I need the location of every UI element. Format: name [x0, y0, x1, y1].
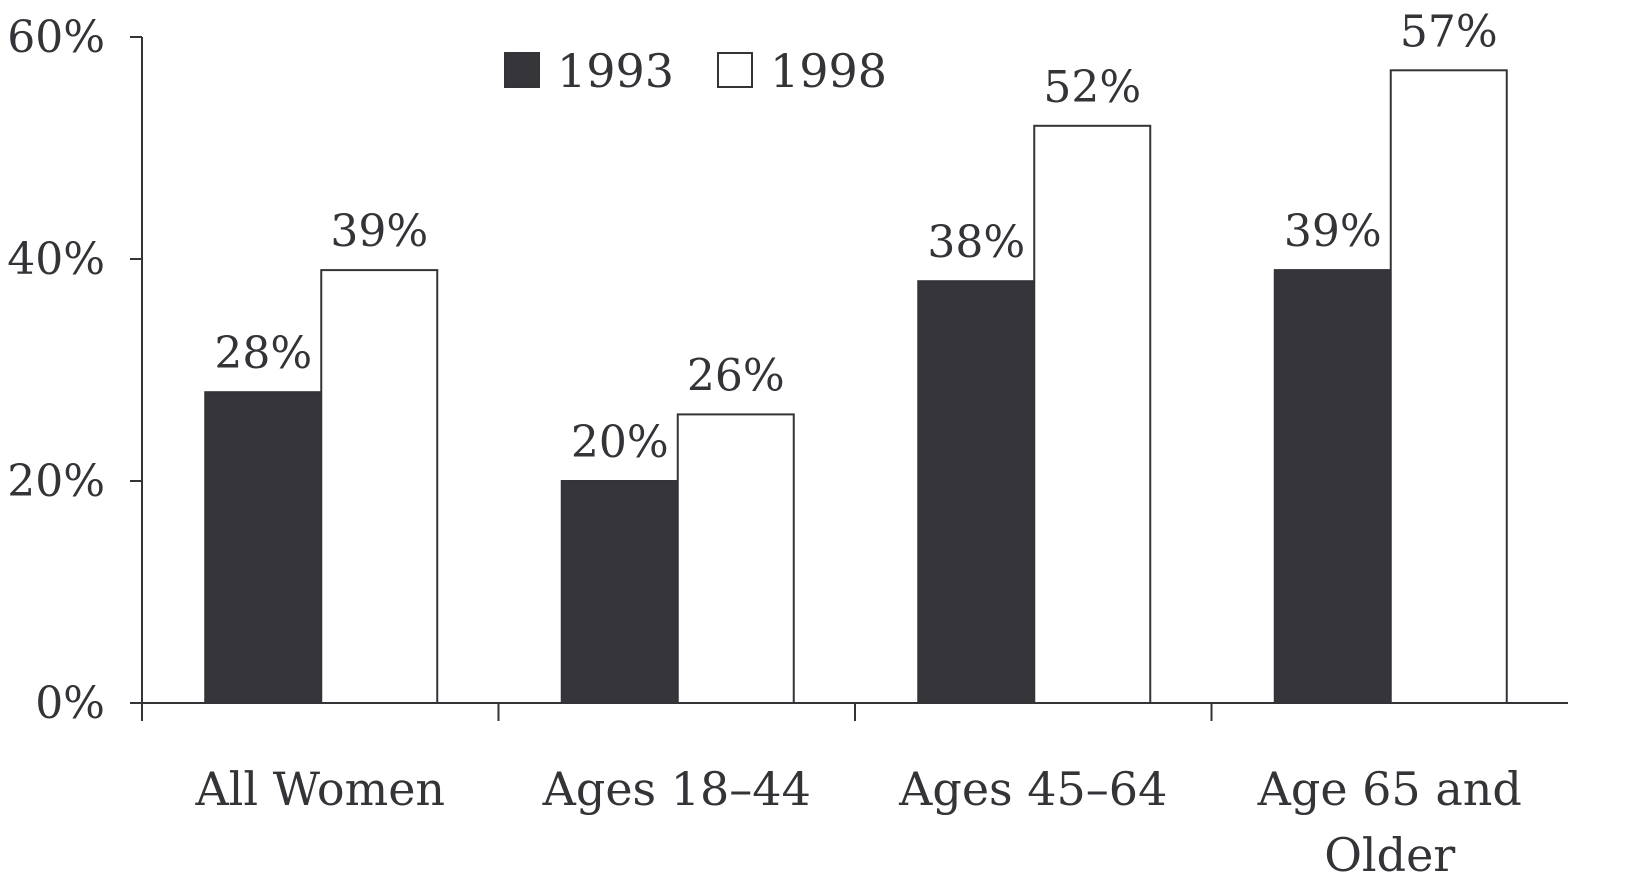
x-category-label: All Women: [194, 762, 445, 816]
y-tick-label: 20%: [7, 456, 105, 507]
legend-label: 1998: [770, 44, 887, 98]
y-tick-label: 0%: [35, 678, 105, 729]
y-tick-label: 40%: [7, 234, 105, 285]
data-label: 26%: [687, 350, 785, 401]
data-label: 38%: [927, 217, 1025, 268]
x-category-label: Ages 45–64: [898, 762, 1167, 816]
legend-swatch-1998: [717, 52, 753, 88]
legend: 1993 1998: [504, 44, 887, 98]
bar-1998: [1389, 69, 1508, 705]
bar-1993: [1273, 269, 1392, 704]
legend-label: 1993: [557, 44, 674, 98]
data-label: 20%: [571, 417, 669, 468]
data-label: 52%: [1043, 62, 1141, 113]
x-category-label: Older: [1324, 828, 1455, 877]
x-category-label: Ages 18–44: [542, 762, 811, 816]
data-label: 57%: [1400, 6, 1498, 57]
chart-axes: 0% 20% 40% 60% All Women Ages 18–44 Ages 45–64…: [7, 12, 1568, 877]
bar-1993: [917, 280, 1036, 704]
x-category-label: Age 65 and: [1257, 762, 1522, 816]
bar-1998: [676, 413, 795, 704]
bar-1998: [1033, 124, 1152, 705]
y-tick-label: 60%: [7, 12, 105, 63]
data-label: 39%: [1284, 206, 1382, 257]
bar-group: [204, 69, 1508, 705]
bar-1993: [560, 480, 679, 704]
bar-1993: [204, 391, 323, 704]
data-label: 39%: [330, 206, 428, 257]
data-label: 28%: [214, 328, 312, 379]
data-label-group: 28% 39% 20% 26% 38% 52% 39% 57%: [214, 6, 1497, 468]
bar-1998: [320, 269, 439, 704]
legend-swatch-1993: [504, 52, 540, 88]
